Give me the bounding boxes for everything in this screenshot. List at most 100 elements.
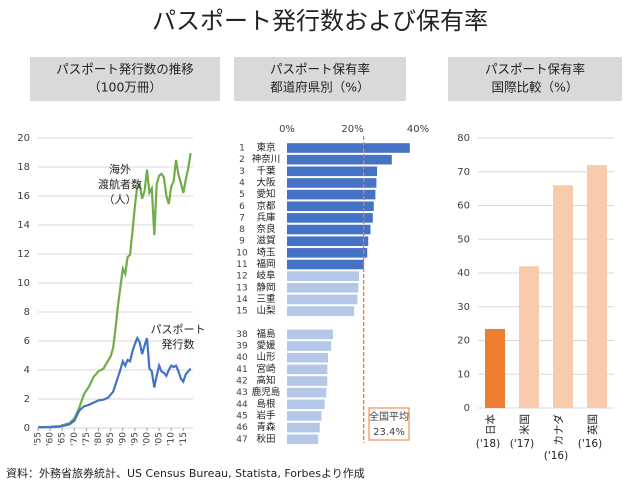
x-tick-label: '75 — [82, 432, 92, 446]
x-tick-label: 英国 — [586, 414, 599, 435]
bar — [287, 166, 378, 177]
y-tick-label: 宮崎 — [256, 363, 276, 375]
x-tick-label: 0% — [279, 124, 295, 135]
bar — [287, 213, 373, 223]
y-tick-label: 埼玉 — [256, 246, 276, 258]
rank-label: 46 — [236, 423, 248, 433]
y-tick-label: 16 — [17, 191, 30, 202]
y-tick-label: 18 — [17, 162, 30, 173]
reference-box — [368, 407, 410, 441]
y-tick-label: 福島 — [256, 328, 275, 340]
rank-label: 41 — [236, 365, 247, 375]
y-tick-label: 0 — [464, 403, 470, 414]
x-tick-label: '05 — [155, 432, 165, 446]
y-tick-label: 愛媛 — [256, 340, 276, 352]
y-tick-label: 0 — [24, 423, 30, 434]
y-tick-label: 三重 — [256, 293, 276, 305]
rank-label: 11 — [236, 260, 247, 270]
y-tick-label: 20 — [457, 336, 470, 347]
bar — [587, 165, 607, 408]
chart-title: 国際比較（%） — [492, 80, 579, 95]
y-tick-label: 14 — [17, 220, 30, 231]
x-tick-label: '90 — [118, 432, 128, 446]
rank-label: 5 — [239, 190, 245, 200]
rank-label: 47 — [236, 435, 247, 445]
series-label: 渡航者数 — [98, 177, 142, 191]
y-tick-label: 鹿児島 — [252, 386, 281, 398]
y-tick-label: 福岡 — [256, 258, 275, 270]
bar — [287, 189, 376, 200]
rank-label: 44 — [236, 400, 248, 410]
y-tick-label: 岩手 — [256, 409, 276, 421]
panel-header — [448, 57, 622, 101]
y-tick-label: 千葉 — [256, 165, 276, 177]
y-tick-label: 40 — [457, 268, 470, 279]
series-label: 発行数 — [162, 337, 195, 351]
y-tick-label: 秋田 — [256, 433, 275, 445]
bar — [287, 236, 369, 246]
bar — [287, 271, 360, 281]
y-tick-label: 4 — [24, 365, 30, 376]
bar — [287, 154, 392, 165]
source-note: 資料：外務省旅券統計、US Census Bureau, Statista, F… — [6, 466, 365, 480]
bar — [287, 352, 328, 363]
y-tick-label: 10 — [17, 278, 30, 289]
bar — [287, 306, 355, 316]
bar — [287, 434, 319, 445]
y-tick-label: 60 — [457, 201, 470, 212]
page-title: パスポート発行数および保有率 — [152, 7, 488, 35]
chart-title: 都道府県別（%） — [270, 80, 369, 95]
rank-label: 42 — [236, 377, 247, 387]
x-tick-sublabel: ('18) — [476, 438, 500, 450]
rank-label: 8 — [239, 225, 245, 235]
bar — [287, 143, 410, 153]
y-tick-label: 8 — [24, 307, 30, 318]
y-tick-label: 青森 — [256, 421, 276, 433]
rank-label: 15 — [236, 307, 247, 317]
rank-label: 14 — [236, 295, 248, 305]
y-tick-label: 東京 — [256, 142, 275, 154]
chart-title: （100万冊） — [88, 80, 162, 95]
bar — [287, 364, 328, 375]
rank-label: 13 — [236, 283, 247, 293]
rank-label: 43 — [236, 388, 247, 398]
rank-label: 7 — [239, 213, 245, 223]
x-tick-label: '80 — [94, 432, 104, 446]
y-tick-label: 50 — [457, 234, 470, 245]
y-tick-label: 岐阜 — [256, 270, 275, 282]
bar — [287, 376, 328, 386]
rank-label: 4 — [239, 178, 245, 188]
series-label: 海外 — [109, 162, 131, 176]
x-tick-label: 米国 — [518, 414, 531, 435]
line-series — [37, 335, 192, 429]
y-tick-label: 愛知 — [256, 188, 275, 200]
bar — [287, 259, 364, 270]
y-tick-label: 滋賀 — [256, 235, 275, 247]
x-tick-label: '60 — [46, 432, 56, 446]
bar — [287, 387, 327, 398]
y-tick-label: 6 — [24, 336, 30, 347]
x-tick-label: 40% — [407, 124, 429, 135]
y-tick-label: 京都 — [256, 200, 276, 212]
rank-label: 38 — [236, 330, 248, 340]
rank-label: 6 — [239, 202, 245, 212]
chart-title: パスポート保有率 — [485, 62, 585, 77]
x-tick-label: '70 — [70, 432, 80, 446]
x-tick-label: '65 — [58, 432, 68, 446]
y-tick-label: 20 — [17, 133, 30, 144]
rank-label: 2 — [239, 155, 245, 165]
x-tick-label: '85 — [106, 432, 116, 446]
bar — [287, 224, 371, 235]
bar — [287, 248, 368, 258]
y-tick-label: 奈良 — [256, 223, 276, 235]
chart-title: パスポート発行数の推移 — [56, 62, 194, 77]
rank-label: 45 — [236, 411, 247, 421]
x-tick-label: 20% — [341, 124, 363, 135]
reference-value-label: 23.4% — [373, 427, 405, 438]
rank-label: 12 — [236, 272, 247, 282]
rank-label: 40 — [236, 353, 248, 363]
panel-header — [30, 57, 220, 101]
series-label: （人） — [104, 193, 137, 206]
series-label: パスポート — [151, 323, 206, 336]
rank-label: 9 — [239, 237, 245, 247]
